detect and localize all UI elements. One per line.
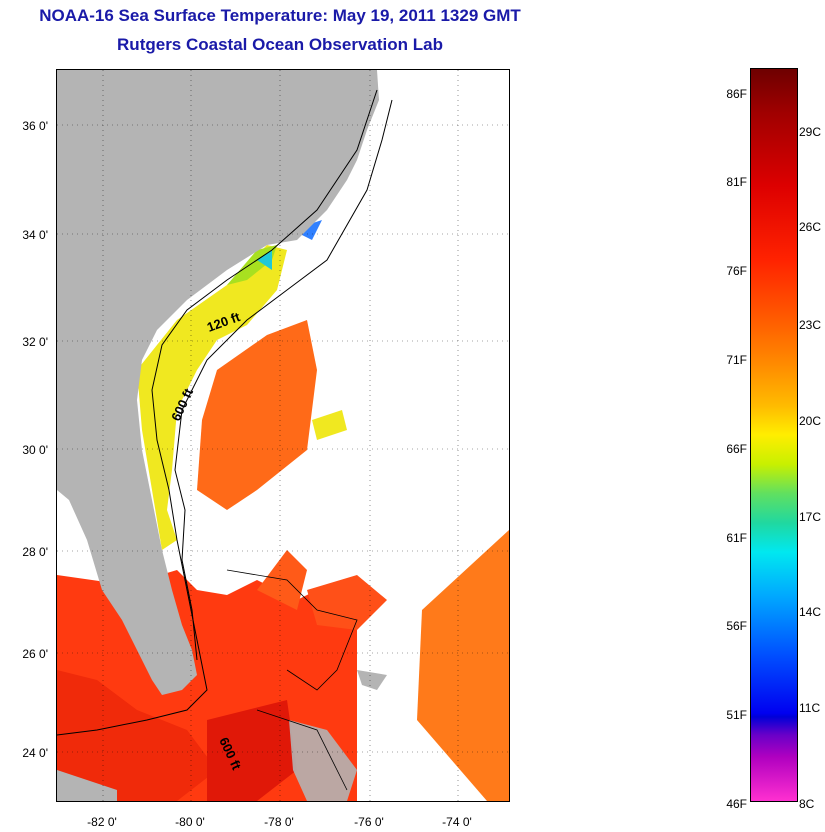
colorbar-f-label: 81F [726, 175, 747, 189]
warm-water-region [257, 550, 307, 610]
lat-tick-label: 26 0' [22, 647, 48, 661]
colorbar-f-label: 76F [726, 264, 747, 278]
colorbar-f-label: 86F [726, 87, 747, 101]
colorbar-f-label: 71F [726, 353, 747, 367]
lon-tick-label: -78 0' [264, 815, 294, 829]
sst-map-graphic: 120 ft 600 ft 600 ft [57, 70, 509, 801]
land-region [357, 670, 387, 690]
colorbar-f-label: 61F [726, 531, 747, 545]
colorbar-c-label: 29C [799, 125, 822, 139]
colorbar-c-label: 11C [799, 701, 821, 715]
colorbar-c-label: 23C [799, 318, 822, 332]
lon-tick-label: -80 0' [175, 815, 205, 829]
warm-water-region [307, 575, 387, 630]
colorbar-f-label: 56F [726, 619, 747, 633]
shelf-water-region [312, 410, 347, 440]
lat-tick-label: 28 0' [22, 545, 48, 559]
shelf-water-region [257, 250, 272, 270]
colorbar-f-label: 66F [726, 442, 747, 456]
temperature-colorbar [750, 68, 798, 802]
lat-tick-label: 24 0' [22, 746, 48, 760]
lat-tick-label: 34 0' [22, 228, 48, 242]
warm-water-region [417, 530, 509, 801]
warm-water-region [207, 700, 297, 801]
warm-water-region [57, 670, 217, 801]
contour-line [256, 709, 348, 791]
sst-map[interactable]: 120 ft 600 ft 600 ft [56, 69, 510, 802]
warm-water-region [197, 320, 317, 510]
colorbar-c-label: 14C [799, 605, 822, 619]
map-subtitle: Rutgers Coastal Ocean Observation Lab [117, 35, 443, 54]
contour-line [174, 99, 393, 661]
lat-tick-label: 30 0' [22, 443, 48, 457]
colorbar-c-label: 8C [799, 797, 815, 811]
lat-tick-label: 32 0' [22, 335, 48, 349]
colorbar-c-label: 26C [799, 220, 822, 234]
contour-line [226, 569, 358, 691]
colorbar-f-label: 51F [726, 708, 747, 722]
colorbar-c-label: 20C [799, 414, 822, 428]
graticule [57, 70, 509, 801]
colorbar-f-label: 46F [726, 797, 747, 811]
lon-tick-label: -74 0' [442, 815, 472, 829]
contour-line [57, 89, 378, 736]
shelf-water-region [137, 245, 287, 550]
lat-tick-label: 36 0' [22, 119, 48, 133]
land-region [57, 770, 117, 801]
colorbar-c-label: 17C [799, 510, 822, 524]
map-title: NOAA-16 Sea Surface Temperature: May 19,… [39, 6, 521, 25]
lon-tick-label: -82 0' [87, 815, 117, 829]
land-region [289, 720, 357, 801]
lon-tick-label: -76 0' [354, 815, 384, 829]
